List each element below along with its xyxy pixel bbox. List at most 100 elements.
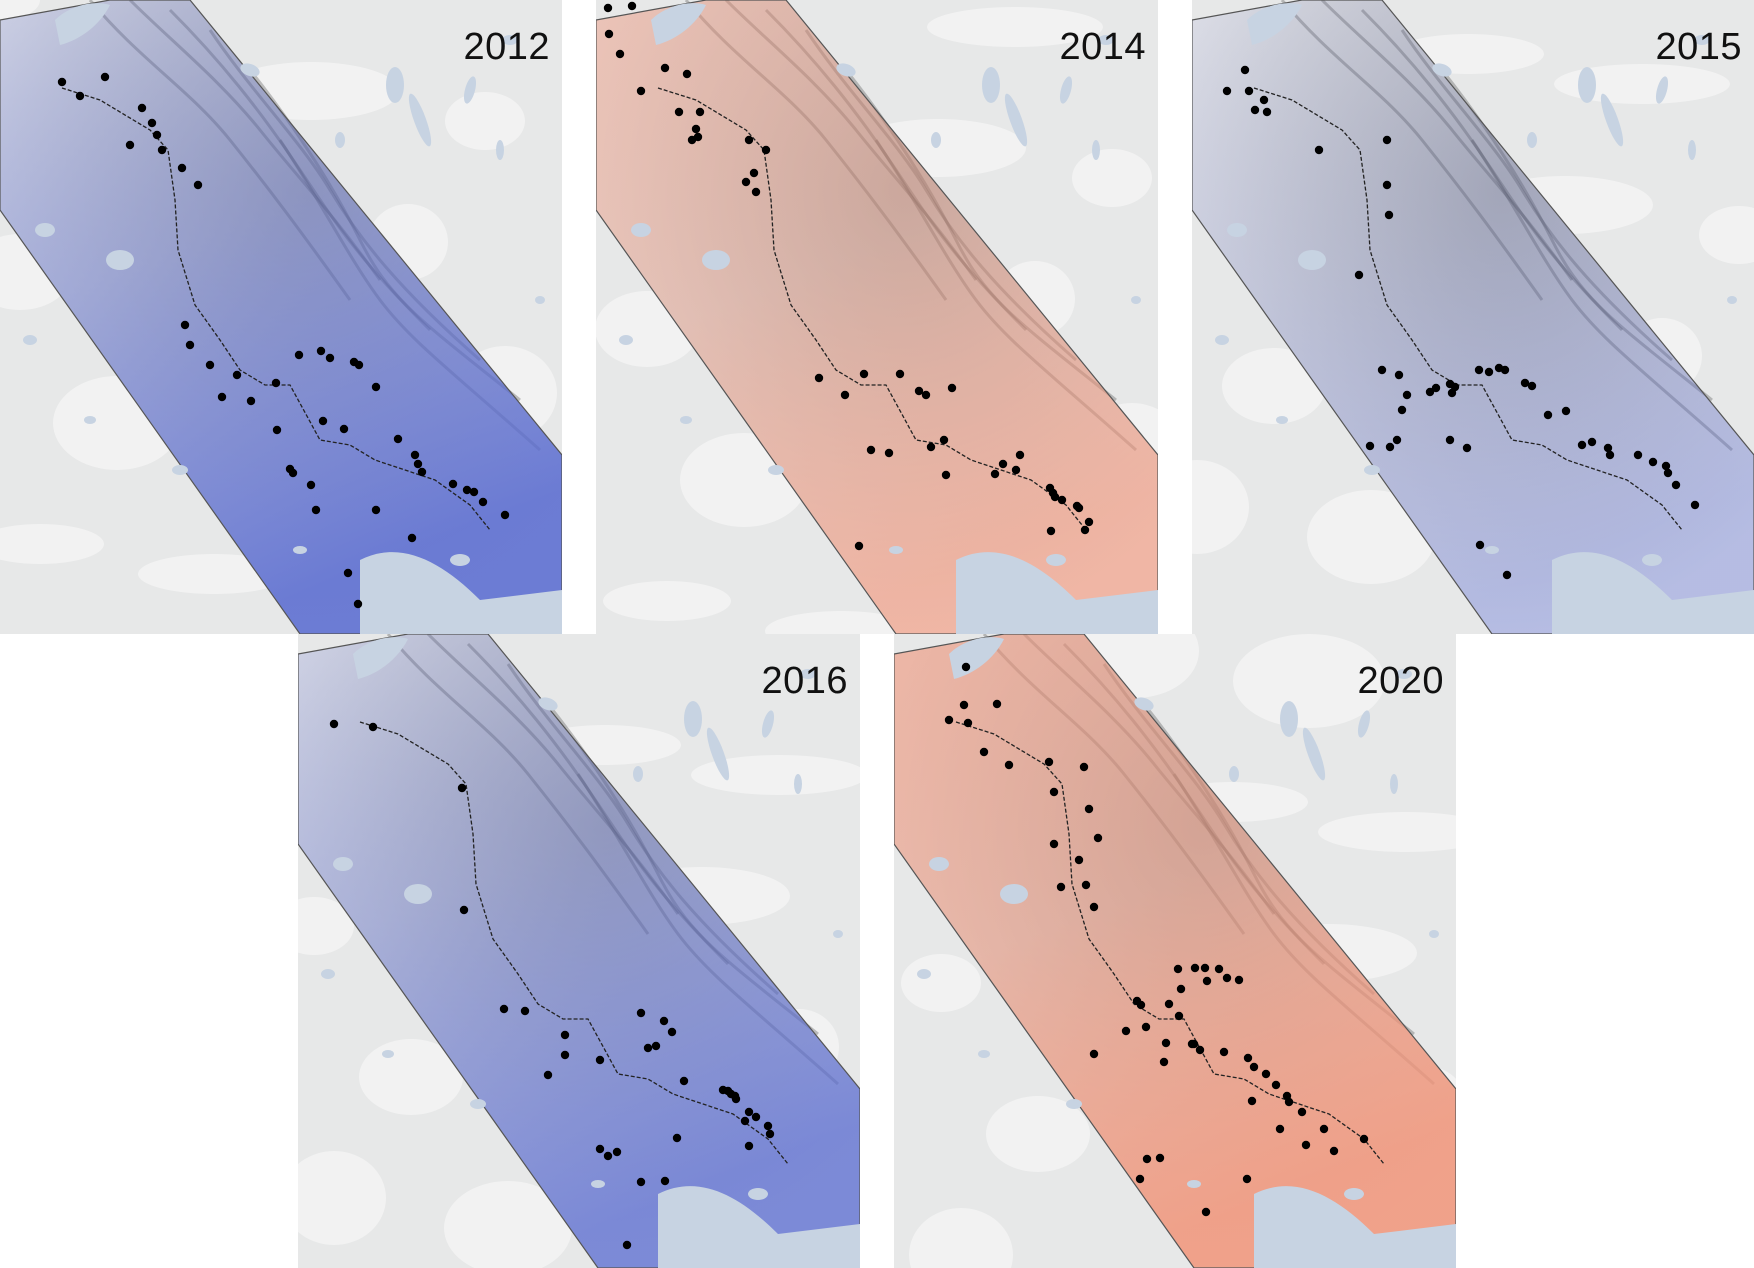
station-marker xyxy=(612,1147,622,1157)
station-marker xyxy=(761,145,771,155)
lake xyxy=(768,465,784,475)
station-marker xyxy=(1365,441,1375,451)
station-marker xyxy=(895,369,905,379)
lake xyxy=(631,223,651,237)
station-marker xyxy=(560,1050,570,1060)
station-marker xyxy=(1484,367,1494,377)
station-marker xyxy=(1142,1154,1152,1164)
station-marker xyxy=(288,468,298,478)
lake xyxy=(633,766,643,782)
temperature-anomaly-overlay xyxy=(1192,0,1754,634)
station-marker xyxy=(1244,86,1254,96)
station-marker xyxy=(306,480,316,490)
station-marker xyxy=(1603,443,1613,453)
station-marker xyxy=(271,378,281,388)
station-marker xyxy=(354,360,364,370)
lake xyxy=(84,416,96,424)
lake xyxy=(172,465,188,475)
lake xyxy=(1390,774,1398,794)
station-marker xyxy=(740,1116,750,1126)
station-marker xyxy=(1329,1146,1339,1156)
station-marker xyxy=(311,505,321,515)
station-marker xyxy=(751,187,761,197)
station-marker xyxy=(413,459,423,469)
station-marker xyxy=(1394,370,1404,380)
station-marker xyxy=(1475,540,1485,550)
station-marker xyxy=(660,63,670,73)
station-marker xyxy=(1155,1153,1165,1163)
lake xyxy=(1134,697,1154,711)
station-marker xyxy=(603,3,613,13)
station-marker xyxy=(469,487,479,497)
station-marker xyxy=(1314,145,1324,155)
station-marker xyxy=(1247,1096,1257,1106)
station-marker xyxy=(682,69,692,79)
station-marker xyxy=(1219,1047,1229,1057)
station-marker xyxy=(329,719,339,729)
panel-year-label: 2015 xyxy=(1655,26,1742,68)
route-line xyxy=(359,721,789,1165)
station-marker xyxy=(1093,833,1103,843)
lake xyxy=(1357,710,1371,738)
map-panel-2014: 2014 xyxy=(596,0,1158,634)
panel-year-label: 2014 xyxy=(1059,26,1146,68)
station-marker xyxy=(1243,1053,1253,1063)
station-marker xyxy=(595,1144,605,1154)
station-marker xyxy=(57,77,67,87)
lake xyxy=(619,335,633,345)
lake xyxy=(35,223,55,237)
station-marker xyxy=(1240,65,1250,75)
station-marker xyxy=(1502,570,1512,580)
station-marker xyxy=(1543,410,1553,420)
station-marker xyxy=(1234,975,1244,985)
station-marker xyxy=(1121,1026,1131,1036)
station-marker xyxy=(1080,525,1090,535)
lake xyxy=(502,35,518,45)
station-marker xyxy=(1049,839,1059,849)
station-marker xyxy=(1262,107,1272,117)
map-canvas xyxy=(1192,0,1754,634)
lake xyxy=(680,416,692,424)
map-panel-2015: 2015 xyxy=(1192,0,1754,634)
station-marker xyxy=(914,386,924,396)
station-marker xyxy=(941,470,951,480)
station-marker xyxy=(926,442,936,452)
station-marker xyxy=(1354,270,1364,280)
station-marker xyxy=(499,1004,509,1014)
station-marker xyxy=(992,699,1002,709)
panel-year-label: 2016 xyxy=(761,660,848,702)
station-marker xyxy=(75,91,85,101)
lake xyxy=(1655,76,1669,104)
station-marker xyxy=(998,459,1008,469)
station-marker xyxy=(866,445,876,455)
station-marker xyxy=(1222,86,1232,96)
lake xyxy=(889,546,903,554)
station-marker xyxy=(1382,180,1392,190)
station-marker xyxy=(1074,855,1084,865)
station-marker xyxy=(1222,973,1232,983)
station-marker xyxy=(1520,378,1530,388)
lake xyxy=(408,93,432,147)
station-marker xyxy=(979,747,989,757)
lake xyxy=(382,1050,394,1058)
station-marker xyxy=(749,168,759,178)
station-marker xyxy=(157,145,167,155)
station-marker xyxy=(417,467,427,477)
station-marker xyxy=(615,49,625,59)
station-marker xyxy=(1385,442,1395,452)
station-marker xyxy=(193,180,203,190)
station-marker xyxy=(963,718,973,728)
station-marker xyxy=(691,124,701,134)
station-marker xyxy=(763,1121,773,1131)
lake xyxy=(1527,132,1537,148)
lake xyxy=(706,727,730,781)
station-marker xyxy=(643,1043,653,1053)
station-marker xyxy=(1189,1039,1199,1049)
station-marker xyxy=(1049,787,1059,797)
lake xyxy=(535,296,545,304)
lake xyxy=(335,132,345,148)
map-canvas xyxy=(596,0,1158,634)
lake xyxy=(450,554,470,566)
station-marker xyxy=(368,722,378,732)
station-marker xyxy=(921,390,931,400)
